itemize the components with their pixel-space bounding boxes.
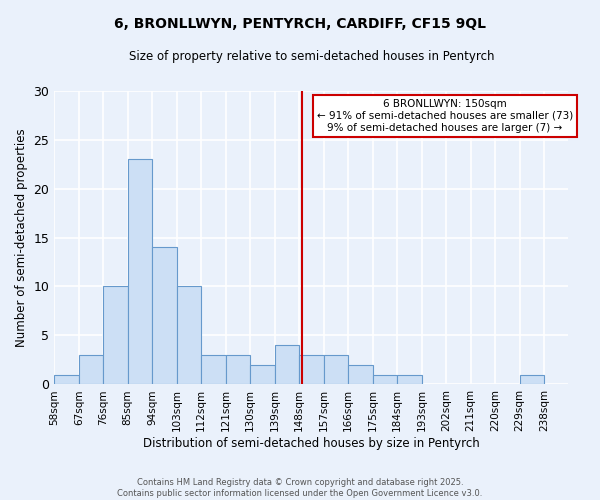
Bar	[177, 286, 201, 384]
Text: 6 BRONLLWYN: 150sqm
← 91% of semi-detached houses are smaller (73)
9% of semi-de: 6 BRONLLWYN: 150sqm ← 91% of semi-detach…	[317, 100, 573, 132]
Bar	[373, 374, 397, 384]
Text: Contains HM Land Registry data © Crown copyright and database right 2025.
Contai: Contains HM Land Registry data © Crown c…	[118, 478, 482, 498]
Bar	[397, 374, 422, 384]
Bar	[128, 159, 152, 384]
Text: 6, BRONLLWYN, PENTYRCH, CARDIFF, CF15 9QL: 6, BRONLLWYN, PENTYRCH, CARDIFF, CF15 9Q…	[114, 18, 486, 32]
Bar	[103, 286, 128, 384]
Bar	[323, 355, 348, 384]
X-axis label: Distribution of semi-detached houses by size in Pentyrch: Distribution of semi-detached houses by …	[143, 437, 480, 450]
Bar	[520, 374, 544, 384]
Bar	[201, 355, 226, 384]
Bar	[226, 355, 250, 384]
Bar	[275, 346, 299, 385]
Bar	[348, 365, 373, 384]
Bar	[79, 355, 103, 384]
Bar	[54, 374, 79, 384]
Bar	[299, 355, 323, 384]
Bar	[250, 365, 275, 384]
Y-axis label: Number of semi-detached properties: Number of semi-detached properties	[15, 128, 28, 347]
Bar	[152, 248, 177, 384]
Title: Size of property relative to semi-detached houses in Pentyrch: Size of property relative to semi-detach…	[128, 50, 494, 63]
